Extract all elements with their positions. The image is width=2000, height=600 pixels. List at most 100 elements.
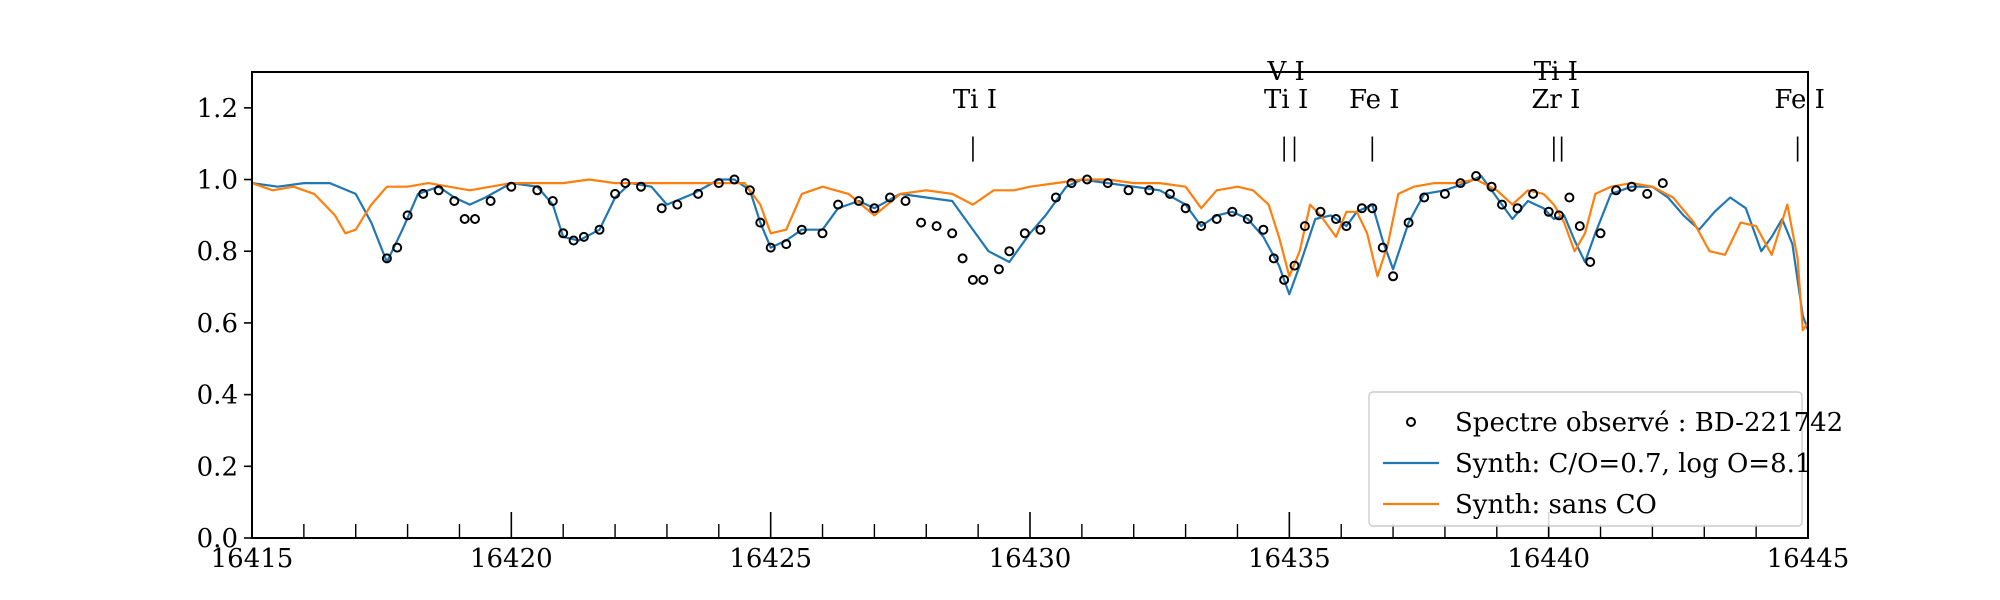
observed-point [1367,203,1378,214]
series-line-synth-sans-co [252,178,1808,332]
line-id-label: V I [1266,57,1304,87]
observed-point [1595,228,1606,239]
observed-point [402,210,413,221]
observed-point [1419,192,1430,203]
observed-point [1471,171,1482,181]
observed-point [744,185,755,196]
observed-point [506,181,517,192]
observed-point [1455,178,1466,189]
observed-point [713,178,724,189]
line-id-label: Ti I [1264,85,1308,115]
observed-point [817,228,828,239]
series-synth-co [252,174,1808,331]
series-synth-no-co [252,178,1808,332]
legend-label: Spectre observé : BD-221742 [1455,408,1843,438]
observed-point [594,224,605,235]
axes: 0.0 0.2 0.4 0.6 0.8 1.0 1.2 16415 16420 16425 1643… [197,71,1850,574]
observed-point [418,188,429,199]
observed-point [1268,253,1279,264]
observed-point [931,221,942,232]
line-id-label: Ti I [1534,57,1578,87]
observed-point [729,174,740,185]
legend-label: Synth: C/O=0.7, log O=8.1 [1455,449,1811,479]
observed-point [1657,178,1668,189]
observed-point [1564,192,1575,203]
observed-point [1165,188,1175,199]
observed-point [568,235,579,246]
observed-point [885,192,895,203]
observed-point [1196,221,1207,232]
line-id-label: Ti I [953,85,997,115]
observed-point [672,199,683,210]
line-identifications: Ti I Ti IV IFe I Zr ITi IFe I [953,57,1825,162]
observed-point [1315,206,1326,217]
observed-point [1356,203,1367,214]
y-tick-label: 1.2 [197,94,238,124]
observed-point [620,178,631,189]
observed-point [967,274,978,285]
observed-point [1585,257,1596,267]
observed-point [1341,221,1352,232]
observed-point [833,199,844,210]
y-tick-label: 1.0 [197,166,238,196]
observed-point [1279,274,1290,285]
observed-point [1227,206,1238,217]
observed-point [781,239,792,250]
observed-point [1289,260,1300,271]
observed-point [1512,203,1523,214]
observed-point [1331,214,1341,224]
observed-point [1082,174,1093,185]
x-tick-label: 16415 [211,544,294,574]
observed-point [1019,228,1030,239]
observed-point [449,196,460,206]
y-tick-label: 0.4 [197,381,238,411]
x-tick-label: 16430 [989,544,1072,574]
observed-point [1497,199,1507,210]
observed-point [947,228,958,239]
observed-point [1180,203,1191,214]
legend-marker-observed [1406,417,1416,427]
observed-point [459,214,470,224]
legend: Spectre observé : BD-221742 Synth: C/O=0.… [1368,391,1843,527]
observed-point [470,214,480,224]
observed-point [1486,181,1497,192]
x-tick-label: 16420 [470,544,553,574]
observed-point [1388,271,1399,282]
observed-point [1377,242,1388,253]
observed-point [1611,185,1622,196]
observed-point [765,242,776,253]
observed-point [1242,214,1253,224]
observed-point [1211,214,1222,224]
series-line-synth-c-o-0-7-log-o-8-1 [252,174,1808,331]
observed-point [796,224,807,235]
observed-point [993,264,1004,275]
observed-point [1035,224,1046,235]
observed-point [1543,206,1554,217]
line-id-label: Fe I [1349,85,1400,115]
x-tick-label: 16425 [729,544,812,574]
observed-point [978,274,989,285]
observed-point [532,185,543,196]
observed-point [547,196,558,206]
legend-box [1368,391,1803,527]
observed-point [1123,185,1134,196]
observed-point [1439,188,1450,199]
line-id-label: Zr I [1531,85,1580,115]
observed-point [578,231,589,242]
observed-point [957,253,968,264]
observed-point [869,203,880,214]
observed-point [392,242,403,253]
observed-point [1050,192,1061,203]
legend-label: Synth: sans CO [1455,490,1657,520]
x-tick-label: 16445 [1767,544,1850,574]
y-tick-label: 0.6 [197,309,238,339]
observed-point [558,228,569,239]
observed-point [916,217,927,228]
observed-point [636,181,646,192]
observed-point [900,196,911,206]
observed-point [1554,210,1564,221]
observed-point [610,188,621,199]
observed-point [485,196,496,206]
observed-point [1528,188,1539,199]
